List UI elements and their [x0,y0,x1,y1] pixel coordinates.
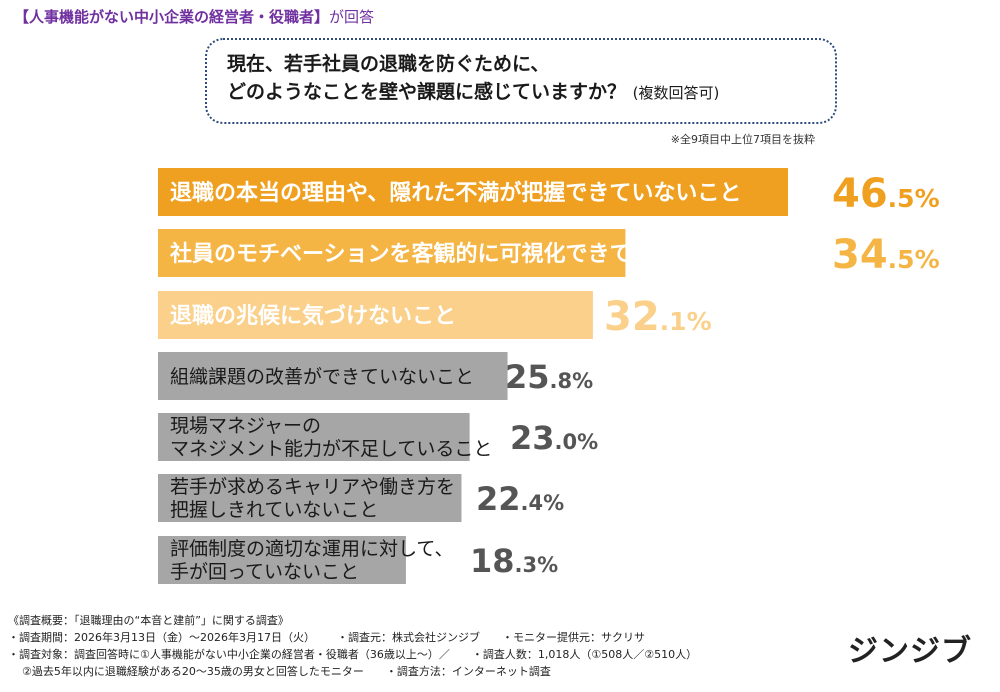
bar-6 [158,474,462,522]
bar-label-6-line-2: 把握しきれていないこと [170,499,378,521]
bar-1 [158,168,788,216]
footer-provider: ・モニター提供元：サクリサ [501,631,645,644]
value-label-4: 25.8% [505,358,593,396]
question-line-2: どのようなことを壁や課題に感じていますか？ (複数回答可) [227,78,815,107]
bar-label-2: 社員のモチベーションを客観的に可視化できていないこと [170,241,742,267]
items-subnote: ※全9項目中上位7項目を抜粋 [670,133,815,146]
respondent-header-suffix: が回答 [329,8,375,26]
question-line-1: 現在、若手社員の退職を防ぐために、 [227,53,550,75]
bar-label-5-line-2: マネジメント能力が不足していること [170,438,492,460]
survey-footer: 《調査概要：「退職理由の“本音と建前”」に関する調査》 ・調査期間：2026年3… [8,612,697,680]
bar-4 [158,352,508,400]
value-label-3: 32.1% [604,294,712,340]
bar-label-6-line-1: 若手が求めるキャリアや働き方を [170,476,455,498]
bar-label-4: 組織課題の改善ができていないこと [170,366,474,388]
value-label-2: 34.5% [832,232,940,278]
footer-method: ・調査方法：インターネット調査 [385,665,551,678]
bar-label-7-line-1: 評価制度の適切な運用に対して、 [170,538,453,560]
value-label-6: 22.4% [476,480,564,518]
footer-row-3: ・調査対象：調査回答時に①人事機能がない中小企業の経営者・役職者（36歳以上～）… [8,646,697,663]
company-logo: ジンジブ [848,634,972,669]
question-box: 現在、若手社員の退職を防ぐために、 どのようなことを壁や課題に感じていますか？ … [205,38,837,124]
bar-label-3: 退職の兆候に気づけないこと [170,303,456,329]
value-label-7: 18.3% [470,542,558,580]
respondent-header: 【人事機能がない中小企業の経営者・役職者】が回答 [14,6,374,27]
bar-2 [158,229,626,277]
question-line-2-text: どのようなことを壁や課題に感じていますか？ [227,81,627,103]
bar-label-1: 退職の本当の理由や、隠れた不満が把握できていないこと [170,180,741,206]
footer-line-1: 《調査概要：「退職理由の“本音と建前”」に関する調査》 [8,614,289,627]
footer-target: ・調査対象：調査回答時に①人事機能がない中小企業の経営者・役職者（36歳以上～）… [8,648,450,661]
bar-label-5-line-1: 現場マネジャーの [170,415,321,437]
footer-row-4: ②過去5年以内に退職経験がある20～35歳の男女と回答したモニター ・調査方法：… [8,663,697,680]
question-note: (複数回答可) [632,84,720,102]
value-label-1: 46.5% [832,171,940,217]
bar-7 [158,536,406,584]
bar-5 [158,413,470,461]
bar-label-7-line-2: 手が回っていないこと [170,561,359,583]
value-label-5: 23.0% [510,419,598,457]
footer-period: ・調査期間：2026年3月13日（金）～2026年3月17日（火） [8,631,315,644]
footer-target-2: ②過去5年以内に退職経験がある20～35歳の男女と回答したモニター [22,665,364,678]
bar-chart: 退職の本当の理由や、隠れた不満が把握できていないこと 46.5% 社員のモチベーショ… [158,168,940,584]
footer-source: ・調査元：株式会社ジンジブ [336,631,480,644]
footer-count: ・調査人数：1,018人（①508人／②510人） [471,648,698,661]
bar-3 [158,291,593,339]
footer-row-2: ・調査期間：2026年3月13日（金）～2026年3月17日（火） ・調査元：株… [8,629,697,646]
respondent-header-title: 【人事機能がない中小企業の経営者・役職者】 [14,8,330,26]
